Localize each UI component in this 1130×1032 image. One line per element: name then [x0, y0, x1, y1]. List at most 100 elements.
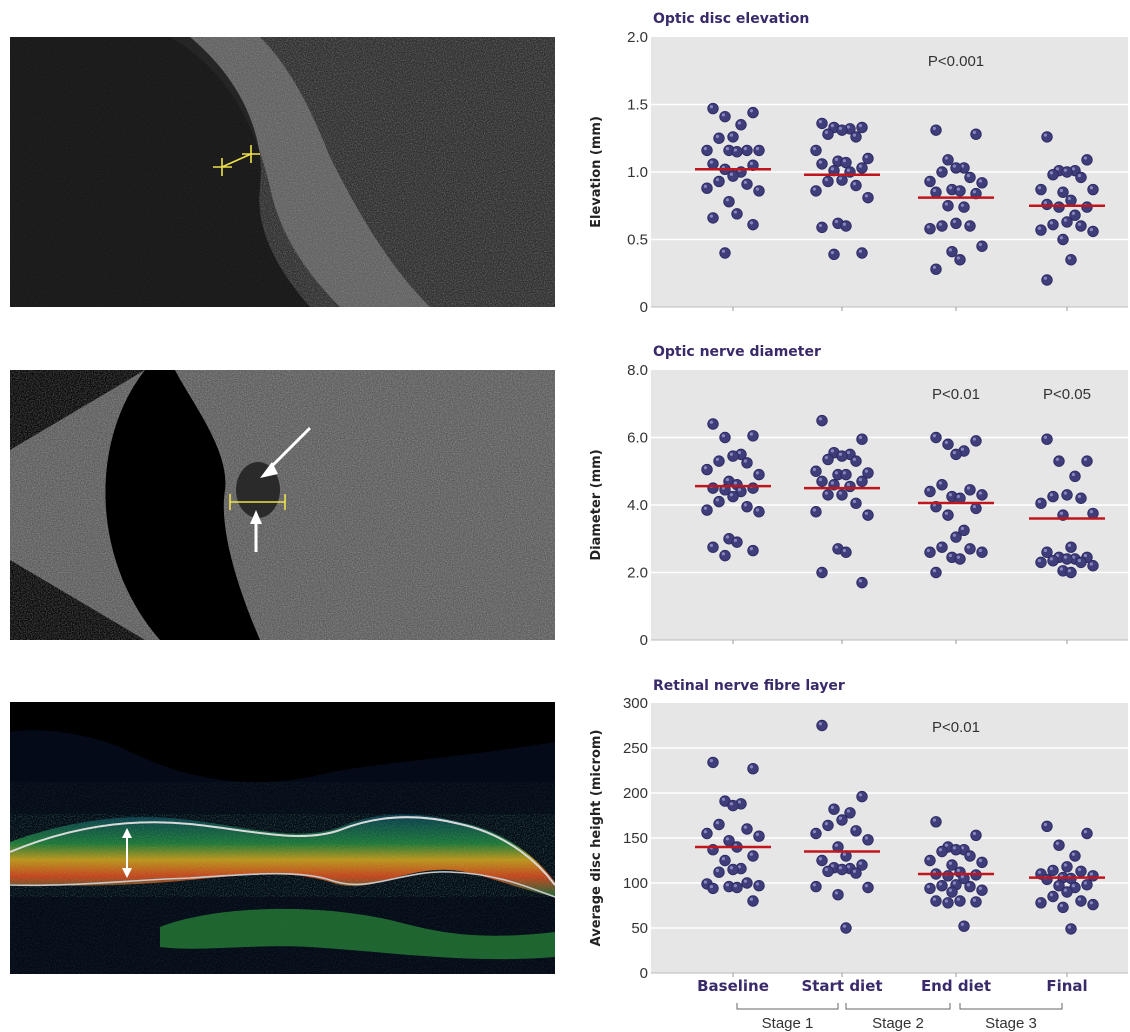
- data-point-highlight: [938, 882, 943, 886]
- data-point-highlight: [932, 569, 937, 573]
- data-point: [1075, 220, 1087, 232]
- data-point-highlight: [1059, 903, 1063, 908]
- data-point-highlight: [721, 113, 726, 117]
- y-axis-label: Average disc height (microm): [589, 730, 604, 947]
- data-point-highlight: [926, 885, 931, 889]
- data-point: [850, 179, 862, 192]
- data-point-highlight: [846, 125, 851, 129]
- data-point-highlight: [725, 147, 730, 151]
- data-point-highlight: [1043, 435, 1047, 439]
- data-point: [942, 509, 954, 521]
- data-point: [753, 506, 765, 518]
- data-point-highlight: [733, 210, 738, 214]
- data-point: [976, 546, 988, 558]
- data-point-highlight: [972, 898, 977, 902]
- data-point-highlight: [864, 469, 869, 473]
- data-point-highlight: [709, 759, 714, 763]
- y-tick-label: 4.0: [627, 497, 648, 514]
- y-tick-label: 8.0: [627, 362, 648, 379]
- data-point-highlight: [966, 486, 971, 490]
- data-point-highlight: [1083, 457, 1087, 461]
- data-point-highlight: [824, 491, 829, 495]
- data-point: [1087, 183, 1099, 196]
- data-point-highlight: [725, 198, 730, 202]
- data-point: [822, 819, 834, 832]
- data-point: [753, 468, 765, 481]
- data-point-highlight: [743, 180, 748, 184]
- data-point-highlight: [852, 827, 857, 831]
- chart-disc-elevation: 0 0.5 1.0 1.5 2.0 Optic disc elevation Elevati…: [589, 11, 1128, 316]
- data-point-highlight: [755, 471, 760, 475]
- data-point: [1081, 455, 1093, 467]
- data-point-highlight: [729, 452, 734, 456]
- data-point: [1075, 171, 1087, 184]
- data-point: [1087, 870, 1099, 882]
- p-value-annotation: P<0.01: [932, 719, 980, 736]
- data-point-highlight: [966, 883, 971, 887]
- caliper-marks: [213, 145, 260, 176]
- data-point: [1035, 497, 1047, 510]
- data-point: [707, 482, 719, 494]
- data-point: [936, 845, 948, 858]
- data-point-highlight: [733, 538, 738, 542]
- data-point-highlight: [733, 884, 738, 888]
- data-point-highlight: [952, 533, 957, 537]
- data-point-highlight: [1043, 548, 1047, 553]
- data-point-highlight: [1067, 196, 1071, 201]
- data-point-highlight: [1063, 218, 1067, 222]
- data-point-highlight: [948, 888, 953, 892]
- data-point: [707, 882, 719, 895]
- data-point: [1041, 820, 1053, 833]
- data-point: [828, 803, 840, 815]
- data-point: [930, 895, 942, 907]
- data-point-highlight: [737, 450, 742, 455]
- data-point: [856, 162, 868, 174]
- data-point-highlight: [1067, 569, 1071, 573]
- y-tick-label: 2.0: [627, 29, 648, 46]
- data-point: [719, 110, 731, 123]
- data-point-highlight: [932, 897, 937, 901]
- data-point-highlight: [1089, 510, 1093, 514]
- data-point-highlight: [818, 569, 823, 573]
- chart-nerve-diameter: 0 2.0 4.0 6.0 8.0 Optic nerve diameter Diamete…: [589, 344, 1128, 649]
- data-point: [832, 889, 844, 901]
- data-point-highlight: [1037, 870, 1041, 874]
- data-point-highlight: [1067, 256, 1071, 260]
- data-point: [850, 455, 862, 467]
- data-point: [862, 509, 874, 521]
- data-point-highlight: [1067, 925, 1071, 929]
- data-point-highlight: [1071, 472, 1075, 477]
- data-point-highlight: [972, 504, 977, 509]
- data-point-highlight: [966, 545, 971, 549]
- data-point-highlight: [838, 452, 843, 456]
- data-point: [1087, 507, 1099, 520]
- data-point: [954, 254, 966, 266]
- data-point-highlight: [834, 157, 839, 161]
- data-point-highlight: [956, 897, 961, 901]
- data-point-highlight: [1089, 186, 1093, 190]
- data-point-highlight: [749, 852, 754, 856]
- data-point-highlight: [948, 493, 953, 497]
- data-point: [1087, 560, 1099, 572]
- data-point: [731, 881, 743, 894]
- data-point: [810, 144, 822, 157]
- data-point: [719, 247, 731, 259]
- data-point-highlight: [1049, 171, 1053, 175]
- data-point: [840, 546, 852, 558]
- data-point: [970, 896, 982, 908]
- data-point-highlight: [972, 831, 977, 836]
- data-point: [946, 245, 958, 258]
- data-point: [924, 546, 936, 558]
- data-point-highlight: [956, 256, 961, 260]
- data-point: [747, 482, 759, 494]
- data-point: [1035, 897, 1047, 909]
- data-point: [727, 863, 739, 876]
- data-point: [727, 450, 739, 462]
- data-point: [701, 504, 713, 516]
- y-tick-label: 1.5: [627, 97, 648, 114]
- data-point: [816, 414, 828, 427]
- data-point-highlight: [733, 148, 738, 152]
- data-point-highlight: [978, 491, 983, 495]
- data-point-highlight: [812, 883, 817, 887]
- data-point: [976, 240, 988, 252]
